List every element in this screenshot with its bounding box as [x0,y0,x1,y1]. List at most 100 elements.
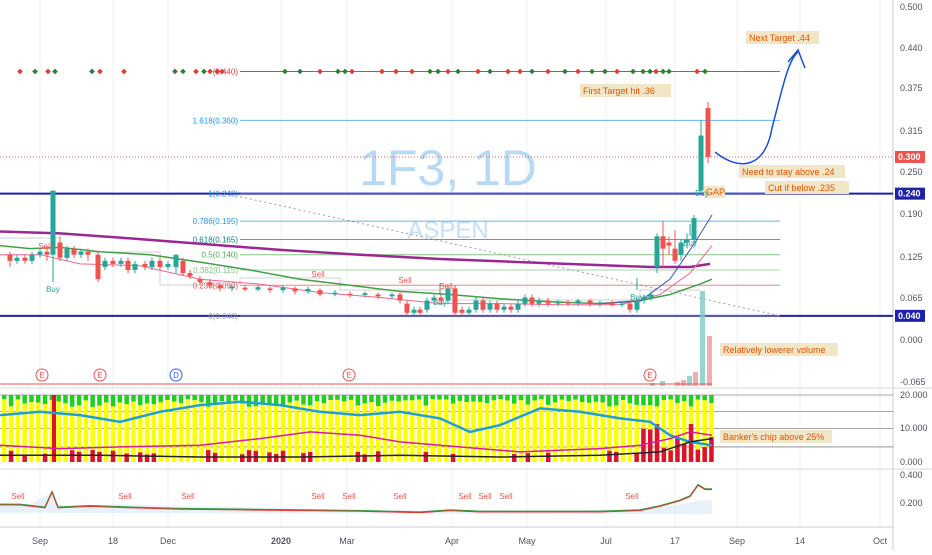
candle [362,293,368,296]
chip-bar-green [328,395,333,401]
chip-bar-yellow [532,400,537,462]
chip-bar-green [124,395,129,405]
chip-bar-yellow [308,405,313,462]
candle [587,300,593,304]
chip-bar-yellow [444,399,449,462]
fib-level-label: 1.618(0.360) [193,116,239,125]
candle [501,306,507,310]
chip-bar-green [110,395,116,407]
chip-bar-red [525,453,531,462]
candle [452,288,458,313]
candle [619,303,625,305]
chip-bar-yellow [416,399,422,462]
chip-bar-green [586,395,592,403]
chip-bar-green [172,395,177,402]
chip-bar-green [151,395,157,405]
chip-bar-yellow [478,401,483,462]
chip-bar-yellow [63,403,68,462]
fib-level-label: 0.236(0.090) [193,281,239,290]
chip-bar-green [675,395,680,403]
price-tag-label: 0.040 [898,311,921,321]
chip-bar-red [206,450,211,462]
candle [78,251,84,255]
price-tag [895,187,925,200]
chip-bar-green [240,395,245,404]
candle [157,260,163,267]
x-tick-label: 14 [795,536,805,546]
chip-bar-yellow [192,400,197,462]
chip-bar-green [138,395,143,406]
chip-bar-green [144,395,150,404]
chip-bar-yellow [634,404,639,462]
candle [102,260,108,267]
chip-bar-yellow [593,401,599,462]
signal-dot [427,68,433,75]
candle [654,236,660,267]
candle [597,302,603,304]
chip-bar-yellow [382,402,388,462]
candle [180,260,186,274]
chip-bar-green [233,395,238,401]
chip-bar-red [362,454,367,462]
candle [641,297,647,301]
chip-bar-yellow [328,400,333,462]
signal-dot [653,68,659,75]
sell-signal-label: Sell [11,492,25,501]
chip-bar-yellow [668,399,673,462]
chip-bar-yellow [559,399,565,462]
chip-bar-green [518,395,524,401]
signal-dot [317,68,323,75]
candle [627,303,633,310]
chip-bar-green [192,395,197,401]
candle [50,190,56,255]
signal-dot [379,68,385,75]
signal-dot [702,68,708,75]
chip-bar-green [335,395,340,400]
chip-bar-yellow [484,403,490,462]
chip-bar-green [654,395,660,407]
chip-bar-yellow [219,401,225,462]
chip-bar-green [36,395,41,403]
sell-signal-label: Sell [458,492,472,501]
chip-bar-yellow [396,401,401,462]
chip-bar-yellow [287,402,293,462]
chip-bar-green [15,395,21,400]
x-tick-label: 18 [108,536,118,546]
chip-bar-green [165,395,170,401]
chip-bar-green [566,395,571,402]
sell-signal-label: Sell [311,492,325,501]
chip-bar-red [97,451,102,462]
x-tick-label: May [518,536,536,546]
chip-bar-green [682,395,687,402]
candle [494,303,500,310]
x-tick-label: Sep [32,536,48,546]
signal-dot [475,68,481,75]
x-tick-label: 17 [670,536,680,546]
signal-dot [575,68,581,75]
candle [424,300,430,310]
projection-arrowhead [787,48,806,69]
chip-bar-red [355,451,361,462]
trend-line [239,196,781,317]
chip-bar-yellow [410,400,415,462]
chip-bar-green [76,395,82,406]
signal-dot [207,68,213,75]
chip-bar-green [641,395,646,406]
chip-bar-yellow [117,402,123,462]
candle [691,218,697,240]
chip-bar-green [2,395,7,399]
volume-bar [681,380,686,386]
chip-bar-green [444,395,449,400]
chip-bar-yellow [620,400,626,462]
y-tick-label: 10.000 [900,423,928,433]
chip-bar-green [117,395,123,403]
annotation-cut-below: Cut if below .235 [768,183,835,193]
chip-bar-green [22,395,27,404]
candle [417,309,423,313]
chip-bar-red [648,429,653,462]
chip-bar-yellow [124,404,129,462]
candle [142,263,148,267]
chip-bar-green [382,395,388,403]
signal-dot [349,68,355,75]
